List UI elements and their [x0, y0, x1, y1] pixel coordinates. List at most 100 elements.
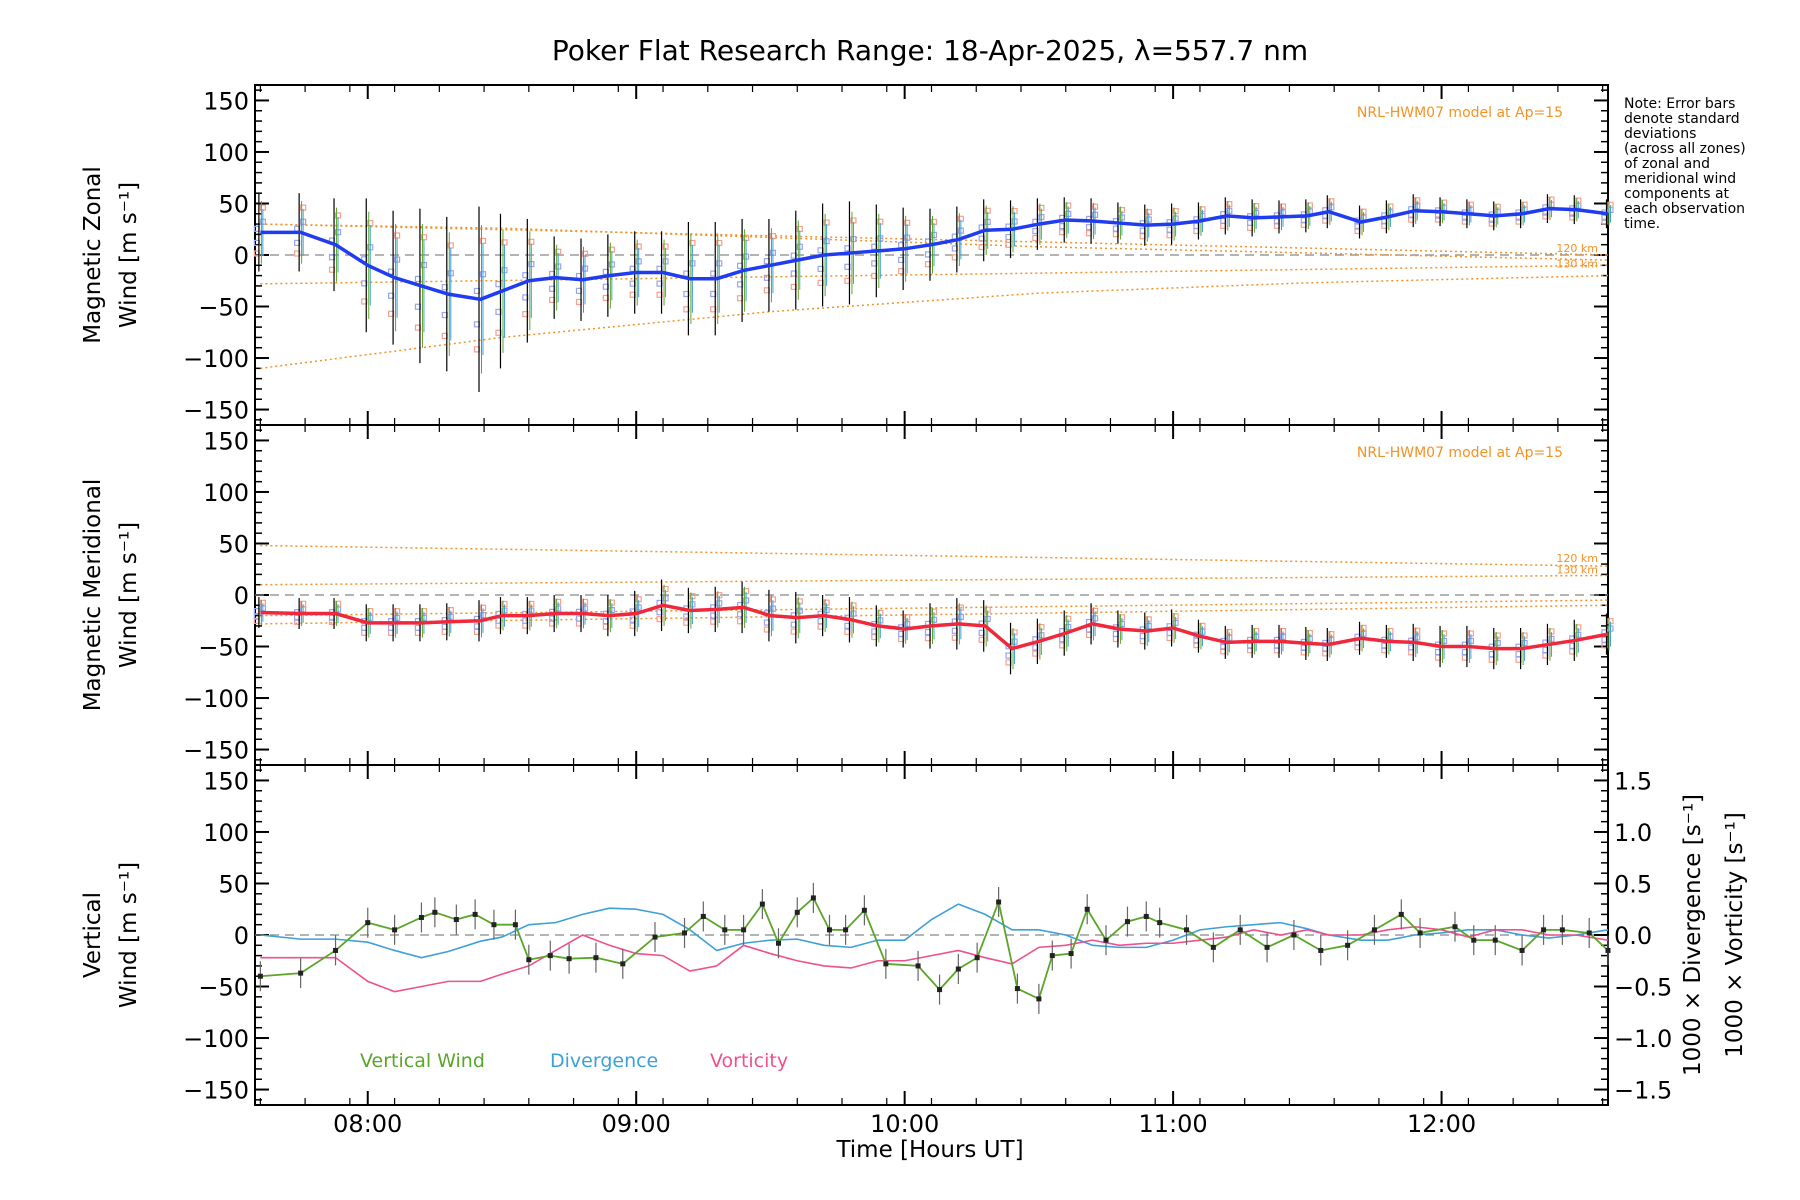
note-line: components at	[1624, 186, 1730, 202]
vertical-wind-point	[883, 961, 889, 967]
vertical-wind-point	[700, 913, 706, 919]
vertical-wind-point	[652, 934, 658, 940]
y2-tick-label: 1.5	[1614, 767, 1652, 795]
vertical-wind-point	[365, 920, 371, 926]
vertical-wind-point	[566, 956, 572, 962]
vertical-wind-point	[512, 922, 518, 928]
vertical-wind-point	[1541, 927, 1547, 933]
model-curve	[260, 264, 1609, 285]
vertical-wind-point	[794, 909, 800, 915]
y2-tick-label: 0.0	[1614, 922, 1652, 950]
y-tick-label: −100	[183, 685, 249, 713]
vertical-wind-point	[418, 914, 424, 920]
y-tick-label: 100	[203, 139, 249, 167]
vertical-wind-point	[1068, 951, 1074, 957]
legend-item: Divergence	[550, 1050, 658, 1072]
vertical-wind-point	[1103, 937, 1109, 943]
vertical-wind-point	[974, 955, 980, 961]
vertical-wind-point	[1157, 920, 1163, 926]
x-axis: 08:00 09:00 10:00 11:00 12:00	[333, 1110, 1476, 1138]
vorticity-axis-text: 1000 × Vorticity [s⁻¹]	[1722, 812, 1748, 1058]
vertical-wind-point	[759, 901, 765, 907]
x-axis-label: Time [Hours UT]	[835, 1137, 1023, 1163]
y-label-line2: Wind [m s⁻¹]	[116, 182, 142, 328]
vertical-wind-point	[1492, 937, 1498, 943]
chart-title: Poker Flat Research Range: 18-Apr-2025, …	[552, 34, 1308, 67]
model-km-label: 130 km	[1556, 563, 1598, 576]
vertical-wind-point	[547, 953, 553, 959]
y-axis-label: Magnetic Meridional Wind [m s⁻¹]	[80, 479, 142, 712]
vertical-wind-point	[472, 911, 478, 917]
vertical-wind-point	[491, 922, 497, 928]
y-tick-label: −150	[183, 737, 249, 765]
vorticity-line	[260, 925, 1609, 993]
vertical-wind-point	[1124, 919, 1130, 925]
vertical-wind-point	[1586, 930, 1592, 936]
vertical-wind-point	[810, 895, 816, 901]
vertical-wind-point	[915, 963, 921, 969]
model-curve	[260, 574, 1609, 586]
y-tick-label: 50	[218, 190, 249, 218]
zonal-panel: 150 100 50 0 −100 −150 −50 Magnetic Zonal Wind […	[80, 84, 1614, 426]
model-km-label: 130 km	[1556, 257, 1598, 270]
vertical-wind-point	[682, 930, 688, 936]
vertical-wind-point	[1184, 927, 1190, 933]
model-km-label: 120 km	[1556, 552, 1598, 565]
legend-item: Vertical Wind	[360, 1050, 485, 1072]
vertical-wind-point	[1084, 906, 1090, 912]
vertical-wind-point	[298, 970, 304, 976]
vertical-wind-point	[937, 987, 943, 993]
vertical-wind-point	[1417, 930, 1423, 936]
vertical-wind-point	[1291, 932, 1297, 938]
note-line: time.	[1624, 216, 1660, 232]
x-tick-label: 12:00	[1407, 1110, 1476, 1138]
vertical-wind-point	[826, 927, 832, 933]
meridional-panel: 150 100 50 0 −100 −150 −50 Magnetic Meridional W…	[80, 424, 1614, 766]
vertical-wind-point	[722, 927, 728, 933]
y-tick-label: 0	[234, 242, 249, 270]
vertical-wind-point	[526, 957, 532, 963]
note-line: deviations	[1624, 126, 1696, 142]
model-curve	[260, 274, 1609, 370]
vertical-wind-point	[1210, 944, 1216, 950]
vertical-wind-point	[453, 917, 459, 923]
vertical-wind-point	[1049, 953, 1055, 959]
note-line: (across all zones)	[1624, 141, 1746, 157]
vertical-wind-point	[1143, 913, 1149, 919]
vertical-panel: 150 100 50 0 −100 −150 −50 Vertical Wind [m s⁻¹]…	[80, 764, 1748, 1106]
vertical-wind-point	[1237, 927, 1243, 933]
model-curve	[260, 223, 1609, 261]
y-label-line1: Vertical	[80, 892, 106, 978]
vertical-wind-point	[333, 947, 339, 953]
x-tick-label: 09:00	[602, 1110, 671, 1138]
y-tick-label: −100	[183, 345, 249, 373]
y-tick-label: 100	[203, 479, 249, 507]
y-tick-label: −150	[183, 397, 249, 425]
y2-tick-label: −1.5	[1614, 1077, 1672, 1105]
vertical-wind-point	[1264, 944, 1270, 950]
vertical-wind-point	[392, 927, 398, 933]
model-curve	[260, 544, 1609, 567]
vertical-wind-point	[432, 909, 438, 915]
vertical-wind-line	[260, 896, 1609, 1001]
divergence-axis-label: 1000 × Divergence [s⁻¹]	[1680, 794, 1706, 1076]
y-label-line1: Magnetic Meridional	[80, 479, 106, 712]
divergence-axis-text: 1000 × Divergence [s⁻¹]	[1680, 794, 1706, 1076]
vertical-wind-point	[1452, 924, 1458, 930]
model-label: NRL-HWM07 model at Ap=15	[1357, 445, 1563, 461]
x-tick-label: 10:00	[870, 1110, 939, 1138]
note-line: meridional wind	[1624, 171, 1736, 187]
y-tick-label: 0	[234, 922, 249, 950]
vertical-wind-point	[1318, 947, 1324, 953]
vertical-wind-point	[741, 927, 747, 933]
y2-tick-label: −1.0	[1614, 1025, 1672, 1053]
y-tick-label: 50	[218, 530, 249, 558]
meridional-wind-line	[260, 603, 1609, 651]
y-tick-label: 150	[203, 767, 249, 795]
legend-item: Vorticity	[710, 1050, 788, 1072]
vertical-wind-point	[1398, 911, 1404, 917]
x-tick-label: 08:00	[333, 1110, 402, 1138]
y-axis-label: Vertical Wind [m s⁻¹]	[80, 862, 142, 1008]
